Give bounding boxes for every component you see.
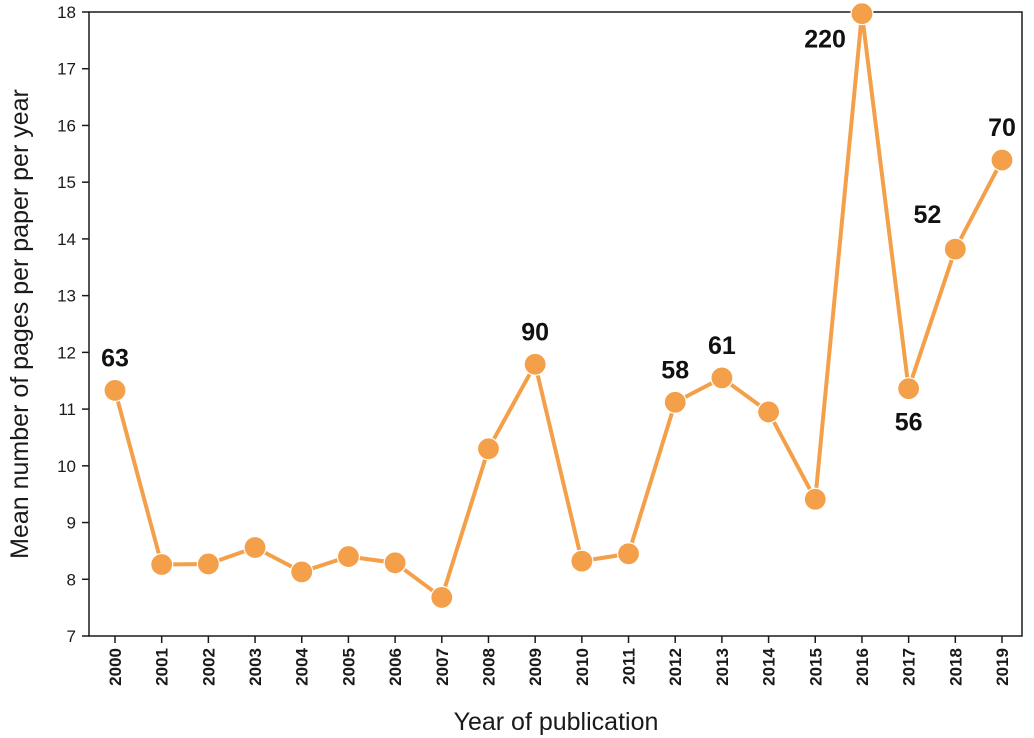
data-label-layer: 63 90 58 61 220 56 52 70 [101,26,1016,437]
x-tick-label: 2007 [433,648,452,686]
series-layer [103,2,1014,610]
data-point [990,148,1014,172]
x-tick-label: 2013 [713,648,732,686]
data-point [290,560,314,584]
x-axis-title: Year of publication [454,708,659,736]
data-label: 63 [101,344,129,372]
x-tick-label: 2004 [293,647,312,685]
y-tick-label: 7 [67,627,76,646]
data-label: 61 [708,332,736,360]
x-tick-label: 2011 [620,648,639,685]
x-tick-label: 2003 [246,648,265,686]
x-tick-label: 2010 [573,648,592,686]
y-tick-label: 8 [67,570,76,589]
x-tick-label: 2008 [479,648,498,686]
data-point [710,366,734,390]
x-tick-label: 2014 [760,647,779,685]
data-point [523,352,547,376]
series-line [113,11,1004,600]
data-label: 52 [914,201,942,229]
x-tick-label: 2019 [993,648,1012,686]
data-point [850,2,874,26]
data-point [616,542,641,566]
data-point [570,549,594,573]
y-tick-label: 16 [57,116,76,135]
x-tick-label: 2016 [853,648,872,686]
y-tick-label: 15 [57,173,76,192]
x-tick-label: 2005 [339,648,358,686]
data-label: 56 [895,409,923,437]
data-point [897,377,921,401]
data-label: 90 [521,318,549,346]
x-tick-label: 2001 [153,648,172,686]
data-label: 70 [988,114,1016,142]
data-point [336,544,361,569]
data-point [943,237,967,261]
x-tick-label: 2017 [900,648,919,686]
data-point [663,390,687,414]
data-label: 220 [804,26,846,54]
y-axis-title: Mean number of pages per paper per year [6,89,34,559]
y-tick-label: 9 [67,514,76,533]
y-tick-label: 18 [57,3,76,22]
x-axis: 2000 2001 2002 2003 2004 2005 2006 2007 2008 2009… [106,636,1012,686]
plot-area [88,11,1023,637]
data-label: 58 [661,356,689,384]
data-point [150,552,174,577]
data-point [430,585,454,610]
y-tick-label: 17 [57,60,76,79]
y-tick-label: 10 [57,457,76,476]
x-tick-label: 2000 [106,648,125,686]
data-point [103,378,127,402]
data-point [243,535,267,560]
y-tick-label: 12 [57,343,76,362]
data-point [803,487,827,511]
x-tick-label: 2018 [946,648,965,686]
x-tick-label: 2009 [526,648,545,686]
y-tick-label: 11 [58,400,76,419]
x-tick-label: 2006 [386,648,405,686]
data-point [383,551,407,575]
x-tick-label: 2015 [806,648,825,686]
data-point [756,400,781,424]
y-tick-label: 14 [57,230,76,249]
x-tick-label: 2002 [199,648,218,686]
data-point [196,552,220,576]
x-tick-label: 2012 [666,648,685,686]
y-axis: 7 8 9 10 11 12 13 14 15 16 17 18 [57,3,89,646]
y-tick-label: 13 [57,287,76,306]
data-point [476,437,501,461]
